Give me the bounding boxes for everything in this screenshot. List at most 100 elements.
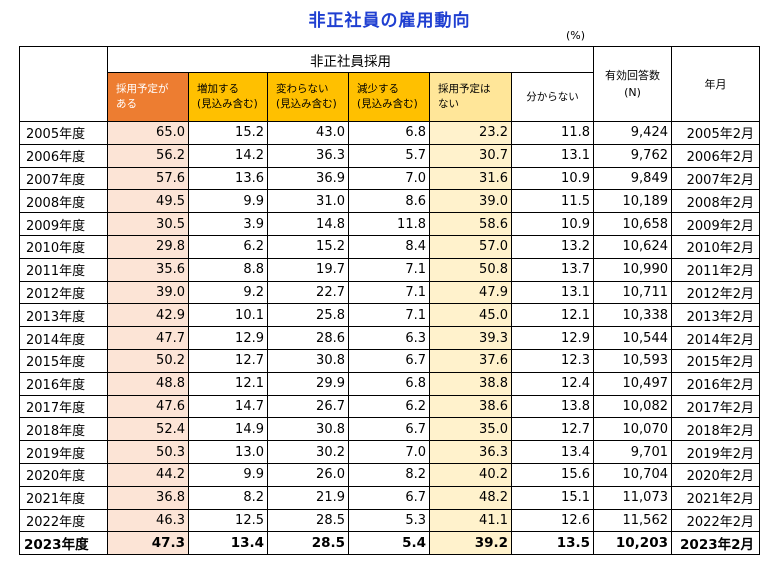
responses-value: 10,070 (593, 417, 672, 442)
yearmonth-value: 2007年2月 (671, 166, 760, 191)
unknown-value: 12.7 (511, 417, 594, 442)
year-cell: 2016年度 (19, 371, 108, 396)
decrease-value: 7.0 (348, 166, 430, 191)
decrease-value: 5.3 (348, 508, 430, 533)
increase-value: 12.5 (188, 508, 268, 533)
table-row: 2010年度 29.8 6.2 15.2 8.4 57.0 13.2 10,624 2010年2… (19, 234, 760, 259)
decrease-value: 11.8 (348, 212, 430, 236)
year-cell: 2015年度 (19, 348, 108, 373)
table-row: 2021年度 36.8 8.2 21.9 6.7 48.2 15.1 11,073 2021年2… (19, 485, 760, 510)
table-row: 2005年度 65.0 15.2 43.0 6.8 23.2 11.8 9,424 2005年2… (19, 121, 760, 145)
plan-value: 35.6 (107, 257, 189, 282)
responses-value: 9,762 (593, 143, 672, 168)
plan-value: 50.2 (107, 348, 189, 373)
increase-value: 6.2 (188, 234, 268, 259)
year-cell: 2014年度 (19, 326, 108, 350)
yearmonth-value: 2006年2月 (671, 143, 760, 168)
increase-value: 12.9 (188, 326, 268, 350)
increase-value: 9.9 (188, 189, 268, 214)
increase-value: 13.0 (188, 440, 268, 464)
unknown-value: 13.1 (511, 143, 594, 168)
unknown-value: 15.6 (511, 462, 594, 487)
decrease-value: 6.7 (348, 417, 430, 442)
unknown-value: 12.4 (511, 371, 594, 396)
unknown-value: 13.8 (511, 394, 594, 419)
header-responses-line2: (N) (624, 86, 641, 99)
yearmonth-value: 2022年2月 (671, 508, 760, 533)
yearmonth-value: 2009年2月 (671, 212, 760, 236)
plan-value: 65.0 (107, 121, 189, 145)
header-unknown: 分からない (511, 72, 594, 122)
no-plan-value: 39.2 (429, 531, 512, 556)
plan-value: 49.5 (107, 189, 189, 214)
responses-value: 9,424 (593, 121, 672, 145)
employment-table: 非正社員採用 有効回答数 (N) 年月 採用予定が ある 増加する (見込み含む… (19, 46, 760, 556)
header-decrease-line2: (見込み含む) (357, 98, 418, 110)
year-cell: 2017年度 (19, 394, 108, 419)
responses-value: 10,624 (593, 234, 672, 259)
responses-value: 10,704 (593, 462, 672, 487)
unchanged-value: 15.2 (267, 234, 349, 259)
year-cell: 2021年度 (19, 485, 108, 510)
decrease-value: 6.3 (348, 326, 430, 350)
year-cell: 2022年度 (19, 508, 108, 533)
unchanged-value: 22.7 (267, 280, 349, 305)
plan-value: 36.8 (107, 485, 189, 510)
increase-value: 14.2 (188, 143, 268, 168)
responses-value: 10,544 (593, 326, 672, 350)
header-group: 非正社員採用 (107, 46, 594, 73)
decrease-value: 6.7 (348, 348, 430, 373)
unchanged-value: 30.8 (267, 348, 349, 373)
no-plan-value: 58.6 (429, 212, 512, 236)
header-corner (19, 46, 108, 122)
header-unchanged-line2: (見込み含む) (276, 98, 337, 110)
unknown-value: 13.2 (511, 234, 594, 259)
header-plan-line1: 採用予定が (116, 83, 169, 95)
no-plan-value: 23.2 (429, 121, 512, 145)
table-row: 2017年度 47.6 14.7 26.7 6.2 38.6 13.8 10,082 2017年… (19, 394, 760, 419)
table-row: 2018年度 52.4 14.9 30.8 6.7 35.0 12.7 10,070 2018年… (19, 417, 760, 442)
plan-value: 47.7 (107, 326, 189, 350)
page-title: 非正社員の雇用動向 (308, 11, 471, 31)
plan-value: 42.9 (107, 303, 189, 328)
yearmonth-value: 2012年2月 (671, 280, 760, 305)
header-increase: 増加する (見込み含む) (188, 72, 268, 122)
unchanged-value: 26.0 (267, 462, 349, 487)
unknown-value: 10.9 (511, 166, 594, 191)
unchanged-value: 31.0 (267, 189, 349, 214)
increase-value: 12.1 (188, 371, 268, 396)
unchanged-value: 36.9 (267, 166, 349, 191)
unchanged-value: 43.0 (267, 121, 349, 145)
header-responses-line1: 有効回答数 (605, 69, 660, 82)
table-row: 2014年度 47.7 12.9 28.6 6.3 39.3 12.9 10,544 2014年… (19, 326, 760, 350)
year-cell: 2023年度 (19, 531, 108, 556)
unknown-value: 11.5 (511, 189, 594, 214)
no-plan-value: 41.1 (429, 508, 512, 533)
responses-value: 9,701 (593, 440, 672, 464)
yearmonth-value: 2008年2月 (671, 189, 760, 214)
unchanged-value: 28.6 (267, 326, 349, 350)
yearmonth-value: 2016年2月 (671, 371, 760, 396)
responses-value: 9,849 (593, 166, 672, 191)
responses-value: 11,562 (593, 508, 672, 533)
no-plan-value: 40.2 (429, 462, 512, 487)
increase-value: 3.9 (188, 212, 268, 236)
decrease-value: 7.1 (348, 257, 430, 282)
responses-value: 10,082 (593, 394, 672, 419)
header-responses: 有効回答数 (N) (593, 46, 672, 122)
table-row: 2016年度 48.8 12.1 29.9 6.8 38.8 12.4 10,497 2016年… (19, 371, 760, 396)
table-body: 2005年度 65.0 15.2 43.0 6.8 23.2 11.8 9,424 2005年2… (19, 121, 760, 556)
yearmonth-value: 2015年2月 (671, 348, 760, 373)
responses-value: 10,593 (593, 348, 672, 373)
responses-value: 10,658 (593, 212, 672, 236)
header-decrease: 減少する (見込み含む) (348, 72, 430, 122)
responses-value: 11,073 (593, 485, 672, 510)
table-row: 2013年度 42.9 10.1 25.8 7.1 45.0 12.1 10,338 2013年… (19, 303, 760, 328)
responses-value: 10,990 (593, 257, 672, 282)
year-cell: 2020年度 (19, 462, 108, 487)
header-yearmonth: 年月 (671, 46, 760, 122)
no-plan-value: 50.8 (429, 257, 512, 282)
decrease-value: 7.1 (348, 280, 430, 305)
unknown-value: 15.1 (511, 485, 594, 510)
year-cell: 2011年度 (19, 257, 108, 282)
